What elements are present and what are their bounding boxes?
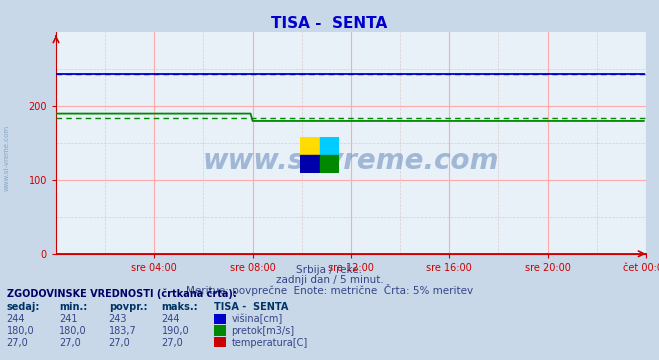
Text: 180,0: 180,0 — [59, 326, 87, 336]
Text: Meritve: povprečne  Enote: metrične  Črta: 5% meritev: Meritve: povprečne Enote: metrične Črta:… — [186, 284, 473, 296]
Text: sedaj:: sedaj: — [7, 302, 40, 312]
Text: ZGODOVINSKE VREDNOSTI (črtkana črta):: ZGODOVINSKE VREDNOSTI (črtkana črta): — [7, 288, 237, 299]
Text: TISA -  SENTA: TISA - SENTA — [214, 302, 289, 312]
Text: 27,0: 27,0 — [161, 338, 183, 348]
Text: pretok[m3/s]: pretok[m3/s] — [231, 326, 295, 336]
Text: 244: 244 — [161, 314, 180, 324]
Text: 183,7: 183,7 — [109, 326, 136, 336]
Text: min.:: min.: — [59, 302, 88, 312]
Text: zadnji dan / 5 minut.: zadnji dan / 5 minut. — [275, 275, 384, 285]
Bar — [320, 137, 339, 155]
Text: 180,0: 180,0 — [7, 326, 34, 336]
Bar — [320, 155, 339, 173]
Bar — [300, 155, 320, 173]
Text: 27,0: 27,0 — [59, 338, 81, 348]
Text: 241: 241 — [59, 314, 78, 324]
Text: 27,0: 27,0 — [109, 338, 130, 348]
Text: 190,0: 190,0 — [161, 326, 189, 336]
Text: Srbija / reke.: Srbija / reke. — [297, 265, 362, 275]
Text: povpr.:: povpr.: — [109, 302, 147, 312]
Text: 27,0: 27,0 — [7, 338, 28, 348]
Text: maks.:: maks.: — [161, 302, 198, 312]
Text: 244: 244 — [7, 314, 25, 324]
Text: višina[cm]: višina[cm] — [231, 314, 283, 324]
Text: temperatura[C]: temperatura[C] — [231, 338, 308, 348]
Text: www.si-vreme.com: www.si-vreme.com — [3, 125, 10, 192]
Bar — [300, 137, 320, 155]
Text: www.si-vreme.com: www.si-vreme.com — [203, 147, 499, 175]
Text: TISA -  SENTA: TISA - SENTA — [272, 16, 387, 31]
Text: 243: 243 — [109, 314, 127, 324]
